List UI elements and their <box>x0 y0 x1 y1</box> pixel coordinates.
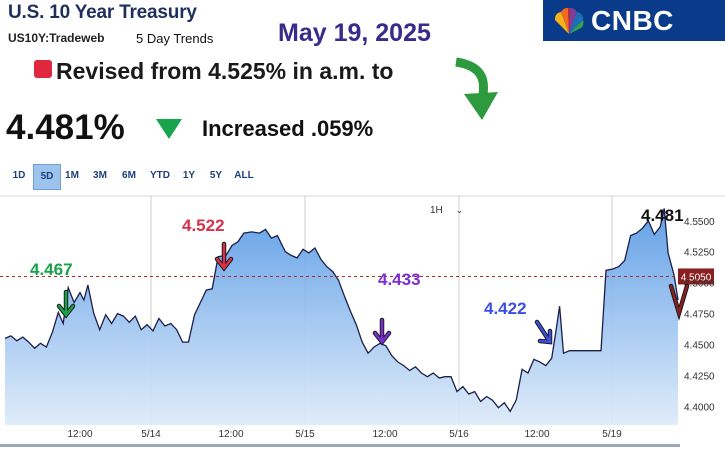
logo-text: CNBC <box>591 4 674 36</box>
reference-badge <box>678 268 714 285</box>
curved-green-arrow-icon <box>455 57 498 120</box>
range-button-all[interactable]: ALL <box>234 170 254 181</box>
down-triangle-icon <box>156 119 182 139</box>
series-area <box>5 208 678 425</box>
x-tick-label: 12:00 <box>524 429 549 440</box>
annotation-arrow <box>669 284 689 318</box>
y-tick-label: 4.5250 <box>684 248 715 259</box>
y-tick-label: 4.4250 <box>684 371 715 382</box>
chevron-down-icon: ⌄ <box>455 205 464 215</box>
annotation-label: 4.433 <box>378 270 421 289</box>
y-tick-label: 4.4750 <box>684 310 715 321</box>
alert-light-icon <box>34 60 52 78</box>
annotation-label: 4.467 <box>30 260 73 279</box>
series-line <box>4 208 679 413</box>
revised-note: Revised from 4.525% in a.m. to <box>56 58 394 84</box>
annotation-label: 4.481 <box>641 206 684 225</box>
trend-label: 5 Day Trends <box>136 31 214 46</box>
page-title: U.S. 10 Year Treasury <box>8 2 197 23</box>
annotation-arrow <box>215 242 233 271</box>
symbol-label: US10Y:Tradeweb <box>8 31 105 45</box>
x-tick-label: 5/14 <box>141 429 161 440</box>
range-button-5d[interactable]: 5D <box>33 164 61 190</box>
y-tick-label: 4.4500 <box>684 341 715 352</box>
date-label: May 19, 2025 <box>278 19 431 47</box>
range-button-ytd[interactable]: YTD <box>150 170 170 181</box>
x-tick-label: 5/16 <box>449 429 469 440</box>
y-tick-label: 4.5500 <box>684 217 715 228</box>
x-tick-label: 5/19 <box>602 429 622 440</box>
range-button-1m[interactable]: 1M <box>65 170 79 181</box>
current-yield-value: 4.481% <box>6 108 125 147</box>
reference-label: 4.5050 <box>681 272 712 283</box>
range-button-5y[interactable]: 5Y <box>209 170 223 181</box>
y-tick-label: 4.5000 <box>684 279 715 290</box>
cnbc-logo: CNBC <box>543 0 725 41</box>
interval-label: 1H <box>430 205 443 216</box>
x-tick-label: 12:00 <box>372 429 397 440</box>
interval-selector[interactable]: 1H ⌄ <box>430 205 463 216</box>
range-button-1d[interactable]: 1D <box>12 170 26 181</box>
annotation-label: 4.522 <box>182 216 225 235</box>
x-tick-label: 5/15 <box>295 429 315 440</box>
x-tick-label: 12:00 <box>67 429 92 440</box>
range-button-6m[interactable]: 6M <box>122 170 136 181</box>
annotation-arrow <box>373 318 391 345</box>
range-button-3m[interactable]: 3M <box>93 170 107 181</box>
change-label: Increased .059% <box>202 116 374 141</box>
annotation-arrow <box>535 320 552 344</box>
x-tick-label: 12:00 <box>218 429 243 440</box>
y-tick-label: 4.4000 <box>684 402 715 413</box>
range-button-1y[interactable]: 1Y <box>182 170 196 181</box>
annotation-arrow <box>57 290 75 318</box>
peacock-icon <box>554 7 584 34</box>
annotation-label: 4.422 <box>484 299 527 318</box>
scroll-track[interactable] <box>0 444 680 447</box>
